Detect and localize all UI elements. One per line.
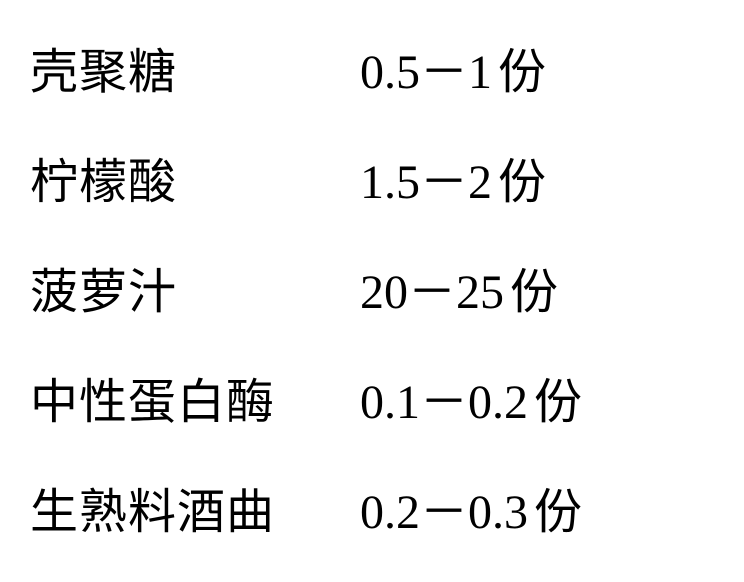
amount-low: 0.2 xyxy=(360,486,420,539)
amount-unit: 份 xyxy=(510,266,558,319)
amount-high: 2 xyxy=(468,156,492,209)
range-dash: － xyxy=(408,266,456,319)
range-dash: － xyxy=(420,376,468,429)
list-item: 菠萝汁 20－25份 xyxy=(30,252,744,362)
amount-low: 0.1 xyxy=(360,376,420,429)
range-dash: － xyxy=(420,46,468,99)
amount-unit: 份 xyxy=(498,46,546,99)
amount-unit: 份 xyxy=(534,376,582,429)
amount-low: 1.5 xyxy=(360,156,420,209)
amount-high: 1 xyxy=(468,46,492,99)
ingredient-amount: 20－25份 xyxy=(360,252,558,322)
ingredient-amount: 1.5－2份 xyxy=(360,142,546,212)
ingredient-list: 壳聚糖 0.5－1份 柠檬酸 1.5－2份 菠萝汁 20－25份 中性蛋白酶 0… xyxy=(0,0,744,582)
ingredient-name: 生熟料酒曲 xyxy=(30,472,360,542)
range-dash: － xyxy=(420,156,468,209)
list-item: 柠檬酸 1.5－2份 xyxy=(30,142,744,252)
ingredient-name: 菠萝汁 xyxy=(30,252,360,322)
ingredient-name: 柠檬酸 xyxy=(30,142,360,212)
ingredient-name: 壳聚糖 xyxy=(30,32,360,102)
amount-high: 0.2 xyxy=(468,376,528,429)
amount-high: 0.3 xyxy=(468,486,528,539)
amount-unit: 份 xyxy=(534,486,582,539)
range-dash: － xyxy=(420,486,468,539)
ingredient-name: 中性蛋白酶 xyxy=(30,362,360,432)
ingredient-amount: 0.1－0.2份 xyxy=(360,362,582,432)
list-item: 生熟料酒曲 0.2－0.3份 xyxy=(30,472,744,582)
amount-low: 0.5 xyxy=(360,46,420,99)
amount-unit: 份 xyxy=(498,156,546,209)
list-item: 中性蛋白酶 0.1－0.2份 xyxy=(30,362,744,472)
ingredient-amount: 0.2－0.3份 xyxy=(360,472,582,542)
amount-low: 20 xyxy=(360,266,408,319)
ingredient-amount: 0.5－1份 xyxy=(360,32,546,102)
list-item: 壳聚糖 0.5－1份 xyxy=(30,32,744,142)
amount-high: 25 xyxy=(456,266,504,319)
